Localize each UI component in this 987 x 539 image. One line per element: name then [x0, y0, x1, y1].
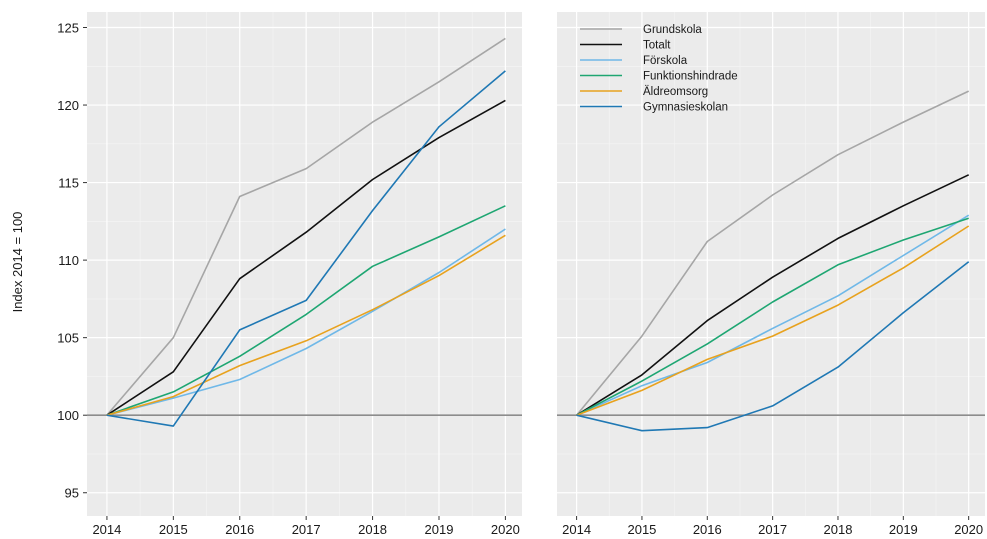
left-panel: 2014 2015 2016 2017 2018 2019 2020 95 100 105 110 1… [57, 12, 522, 537]
series-line-funktionshindrade [106, 205, 506, 416]
x-tick-label: 2014 [92, 522, 121, 537]
right-panel: 2014 2015 2016 2017 2018 2019 2020 [557, 12, 985, 537]
series-line-forskola [576, 214, 970, 416]
y-axis-title: Index 2014 = 100 [10, 212, 25, 313]
x-tick-label: 2017 [758, 522, 787, 537]
y-tick-label: 125 [57, 21, 79, 36]
x-tick-label: 2016 [693, 522, 722, 537]
x-tick-label: 2018 [358, 522, 387, 537]
legend-label: Grundskola [643, 24, 702, 36]
y-tick-label: 120 [57, 98, 79, 113]
x-tick-label: 2015 [627, 522, 656, 537]
legend: Grundskola Totalt Förskola Funktionshindrad… [580, 24, 738, 114]
series-line-grundskola [106, 37, 506, 416]
x-tick-label: 2016 [225, 522, 254, 537]
series-line-gymnasieskolan [106, 70, 506, 427]
y-tick-label: 105 [57, 331, 79, 346]
series-line-aldreomsorg [576, 225, 970, 416]
y-tick-label: 110 [58, 253, 79, 268]
series-line-grundskola [575, 90, 970, 416]
x-tick-label: 2019 [889, 522, 918, 537]
series-line-aldreomsorg [106, 234, 506, 416]
x-tick-label: 2018 [824, 522, 853, 537]
x-tick-label: 2020 [491, 522, 520, 537]
series-line-totalt [576, 174, 970, 416]
y-tick-label: 100 [57, 408, 79, 423]
legend-label: Funktionshindrade [643, 71, 738, 83]
y-tick-label: 115 [58, 176, 79, 191]
x-tick-label: 2015 [159, 522, 188, 537]
panel-background [557, 12, 985, 516]
series-line-gymnasieskolan [576, 261, 970, 432]
series-line-funktionshindrade [576, 217, 969, 416]
x-tick-label: 2020 [954, 522, 983, 537]
legend-label: Äldreomsorg [643, 86, 708, 98]
y-tick-label: 95 [65, 486, 79, 501]
x-tick-label: 2014 [562, 522, 591, 537]
series-line-totalt [106, 99, 506, 416]
legend-label: Gymnasieskolan [643, 102, 728, 114]
series-line-forskola [106, 228, 506, 416]
legend-label: Förskola [643, 55, 688, 67]
x-tick-label: 2017 [292, 522, 321, 537]
panel-background [87, 12, 522, 516]
legend-label: Totalt [643, 40, 671, 52]
x-tick-label: 2019 [425, 522, 454, 537]
